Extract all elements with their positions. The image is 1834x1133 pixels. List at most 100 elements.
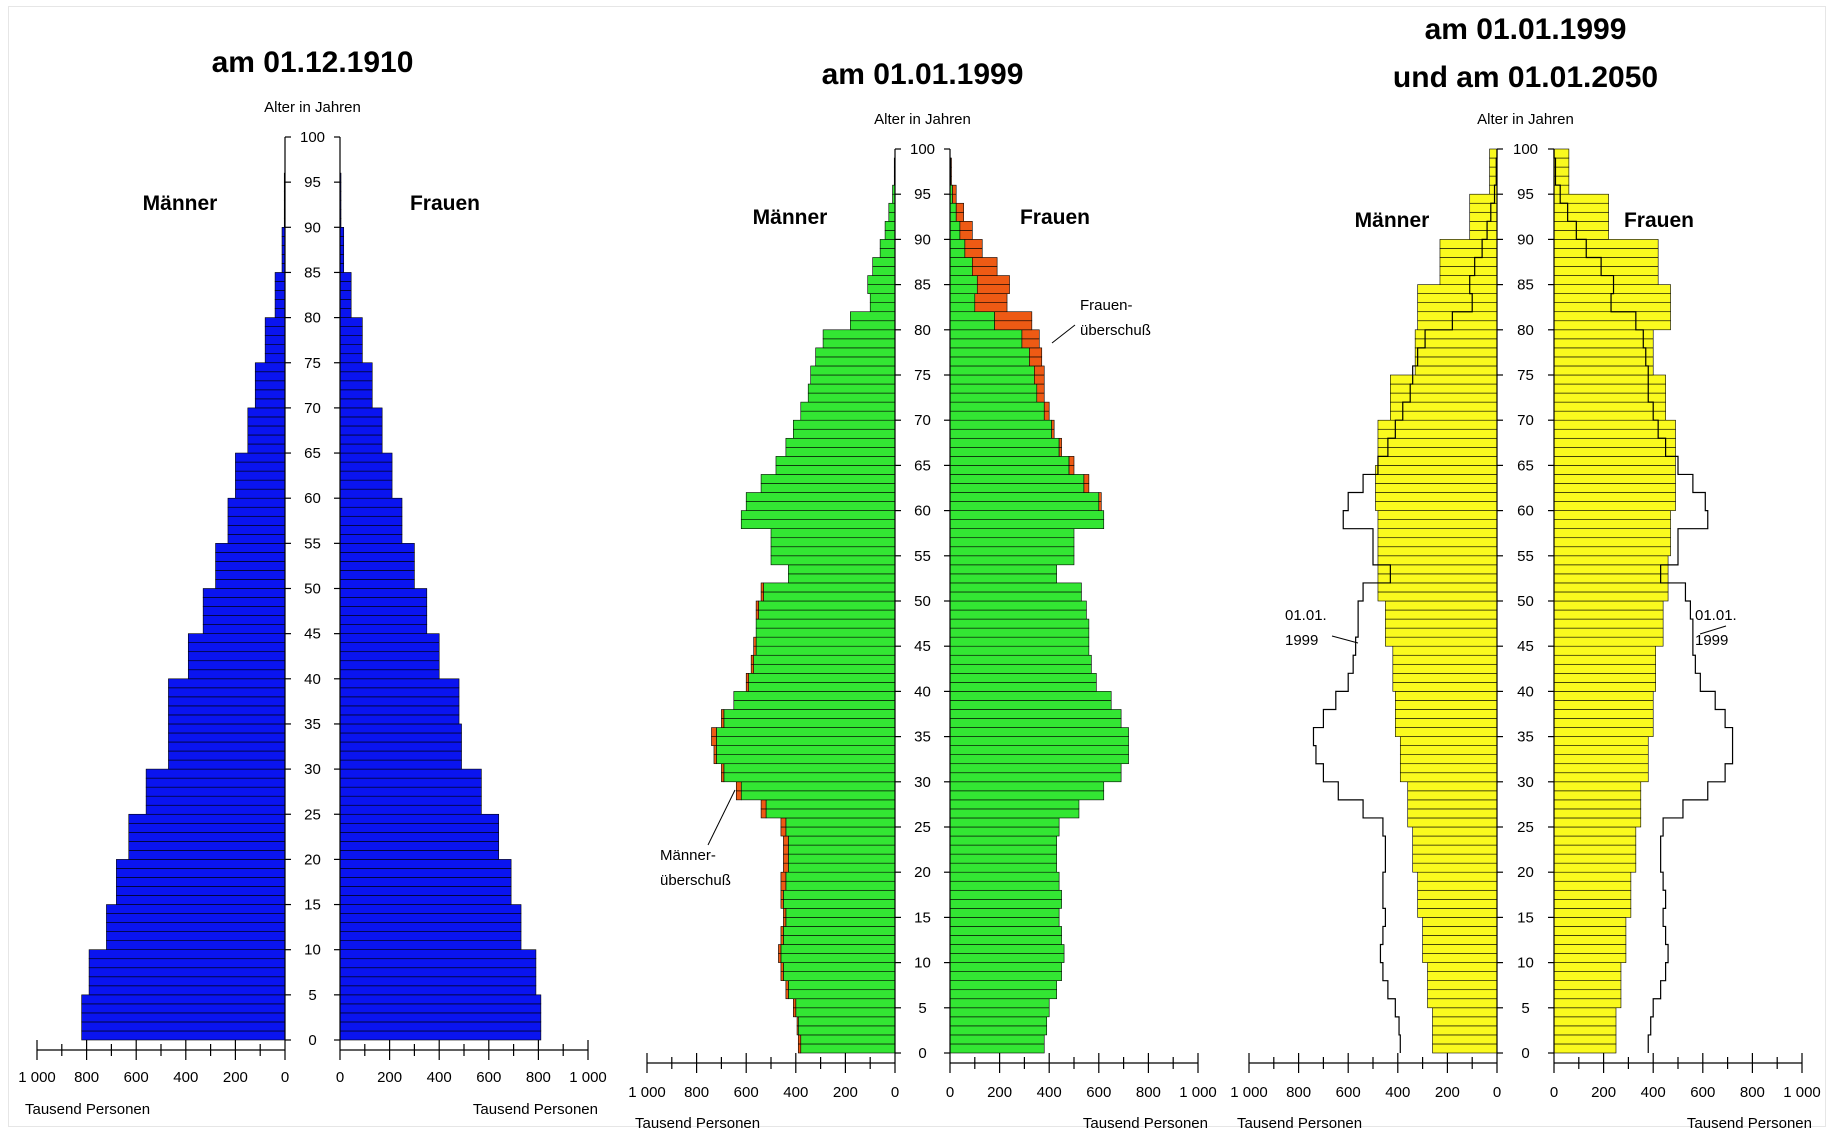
bar-frauen xyxy=(339,606,428,616)
bar-maenner xyxy=(1407,790,1498,801)
bar-maenner xyxy=(168,741,286,752)
bar-maenner xyxy=(888,211,896,222)
age-tick-label: 15 xyxy=(304,897,321,914)
bar-frauen-ueberschuss xyxy=(1036,383,1045,394)
bar-frauen-ueberschuss xyxy=(972,257,998,267)
bar-maenner-ueberschuss xyxy=(780,971,784,981)
bar-maenner xyxy=(274,290,286,300)
bar-maenner xyxy=(264,317,286,327)
age-tick-label: 25 xyxy=(304,806,321,823)
age-tick-label: 95 xyxy=(304,174,321,191)
bar-frauen-ueberschuss xyxy=(1083,474,1090,484)
bar-frauen xyxy=(339,434,383,445)
bar-maenner-ueberschuss xyxy=(796,1025,799,1036)
bar-maenner xyxy=(128,822,286,833)
bar-maenner xyxy=(807,392,896,403)
bar-maenner-ueberschuss xyxy=(780,935,784,945)
bar-frauen xyxy=(1553,609,1664,620)
bar-frauen xyxy=(1553,1043,1617,1054)
bar-frauen xyxy=(1553,880,1632,891)
bar-frauen xyxy=(339,515,403,526)
bar-frauen xyxy=(339,407,383,418)
bar-frauen xyxy=(949,908,1060,918)
bar-maenner xyxy=(1392,663,1498,674)
x-axis-title-right: Tausend Personen xyxy=(1687,1115,1812,1132)
age-tick-label: 75 xyxy=(1517,367,1534,384)
bar-frauen xyxy=(1553,862,1637,873)
bar-frauen xyxy=(1553,1025,1617,1036)
bar-frauen xyxy=(1553,989,1622,1000)
bar-maenner xyxy=(235,479,286,490)
bar-frauen-ueberschuss xyxy=(1098,501,1102,511)
age-tick-label: 45 xyxy=(914,638,931,655)
bar-maenner xyxy=(1417,311,1498,322)
bar-frauen xyxy=(1553,591,1669,602)
age-tick-label: 75 xyxy=(914,367,931,384)
age-tick-label: 50 xyxy=(304,581,321,598)
bar-maenner xyxy=(775,456,896,466)
bar-frauen-ueberschuss xyxy=(1058,437,1062,448)
bar-frauen xyxy=(949,374,1035,385)
age-tick-label: 5 xyxy=(1521,1000,1529,1017)
bar-frauen xyxy=(339,850,500,860)
bar-maenner xyxy=(1432,1034,1498,1045)
bar-frauen xyxy=(339,714,460,725)
bar-maenner xyxy=(1392,673,1498,683)
bar-maenner xyxy=(1407,781,1498,792)
age-tick-label: 65 xyxy=(1517,457,1534,474)
bar-frauen xyxy=(339,416,383,427)
age-tick-label: 60 xyxy=(1517,503,1534,520)
bar-frauen xyxy=(339,777,482,788)
annotation: 01.01. xyxy=(1695,607,1737,624)
bar-maenner xyxy=(128,850,286,860)
bar-maenner xyxy=(1377,447,1498,457)
bar-maenner xyxy=(770,537,896,548)
x-axis-title-left: Tausend Personen xyxy=(25,1101,150,1118)
x-tick-label: 0 xyxy=(1550,1084,1558,1101)
bar-maenner xyxy=(145,768,286,779)
bar-maenner xyxy=(763,591,896,602)
bar-frauen xyxy=(339,488,393,499)
label-frauen: Frauen xyxy=(1020,206,1090,229)
bar-maenner xyxy=(785,817,896,828)
bar-frauen xyxy=(339,949,537,960)
age-tick-label: 100 xyxy=(1513,141,1538,158)
bar-maenner xyxy=(202,615,286,625)
bar-maenner xyxy=(215,552,286,562)
x-tick-label: 800 xyxy=(526,1069,551,1086)
bar-maenner-ueberschuss xyxy=(785,980,789,991)
bar-frauen xyxy=(949,1034,1045,1045)
bar-maenner-ueberschuss xyxy=(793,1007,797,1018)
age-tick-label: 30 xyxy=(914,774,931,791)
outline-maenner-1999 xyxy=(1312,149,1498,1053)
bar-frauen xyxy=(1553,474,1676,484)
age-tick-label: 40 xyxy=(304,671,321,688)
age-tick-label: 85 xyxy=(1517,277,1534,294)
bar-frauen xyxy=(339,768,482,779)
annotation: überschuß xyxy=(1080,322,1151,339)
bar-frauen xyxy=(949,899,1062,909)
age-tick-label: 45 xyxy=(1517,638,1534,655)
bar-frauen xyxy=(949,456,1070,466)
bar-maenner xyxy=(788,980,896,991)
bar-frauen xyxy=(949,447,1060,457)
bar-maenner xyxy=(815,347,896,358)
bar-frauen-ueberschuss xyxy=(1021,338,1040,349)
bar-maenner xyxy=(1417,871,1498,882)
bar-frauen-ueberschuss xyxy=(1021,329,1040,340)
bar-maenner xyxy=(1469,230,1498,240)
bar-frauen xyxy=(1553,700,1654,710)
bar-frauen xyxy=(1553,709,1654,719)
bar-maenner xyxy=(755,636,896,647)
bar-maenner xyxy=(106,913,286,923)
bar-maenner-ueberschuss xyxy=(783,844,789,855)
age-tick-label: 20 xyxy=(1517,864,1534,881)
bar-maenner xyxy=(733,691,896,701)
bar-maenner xyxy=(1414,347,1498,358)
bar-maenner xyxy=(145,795,286,806)
bar-maenner xyxy=(770,546,896,557)
bar-maenner xyxy=(879,248,896,258)
bar-maenner xyxy=(1377,591,1498,602)
bar-maenner xyxy=(1395,727,1498,737)
